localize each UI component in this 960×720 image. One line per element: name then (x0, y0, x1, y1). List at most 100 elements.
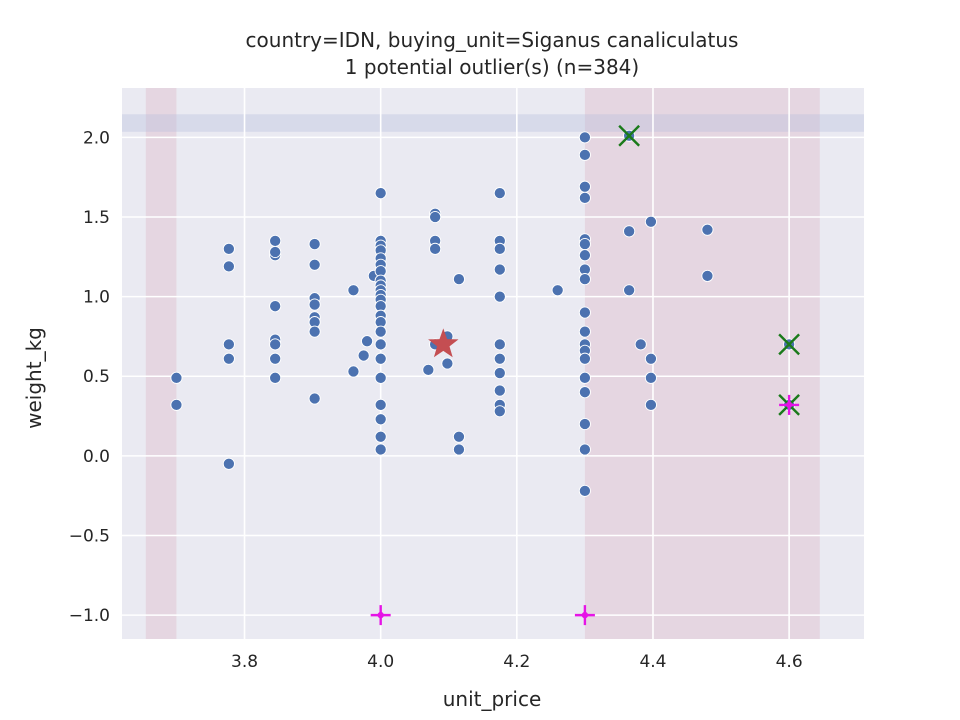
data-point (441, 357, 454, 370)
horizontal-band (122, 114, 864, 132)
y-tick-label: 0.5 (83, 367, 110, 387)
outlier-markers (370, 124, 800, 626)
y-tick-labels: −1.0 −0.5 0.0 0.5 1.0 1.5 2.0 (69, 128, 110, 626)
data-point (269, 338, 282, 351)
data-point (374, 371, 387, 384)
data-point (269, 234, 282, 247)
data-point (374, 325, 387, 338)
data-point (701, 269, 714, 282)
data-point (493, 338, 506, 351)
data-point (422, 363, 435, 376)
data-point (578, 180, 591, 193)
data-point (578, 417, 591, 431)
data-point (374, 430, 387, 443)
y-tick-label: −1.0 (69, 606, 110, 626)
data-point (308, 392, 321, 405)
data-point (308, 258, 321, 271)
data-point (578, 148, 591, 161)
data-point (578, 386, 591, 399)
data-point (551, 284, 564, 297)
data-point (374, 352, 387, 365)
y-tick-label: 0.0 (83, 447, 110, 467)
data-point (308, 325, 321, 338)
data-point (269, 300, 282, 313)
data-point (429, 210, 442, 224)
x-axis-label: unit_price (443, 687, 542, 711)
data-point (269, 371, 282, 384)
data-point (644, 398, 657, 411)
data-point (374, 398, 387, 411)
data-point (170, 371, 183, 384)
y-axis-label: weight_kg (22, 327, 46, 429)
data-point (578, 352, 591, 365)
chart-title: country=IDN, buying_unit=Siganus canalic… (246, 28, 739, 52)
data-point (269, 245, 282, 259)
data-point (493, 187, 506, 200)
data-point (222, 260, 235, 273)
data-point (578, 443, 591, 456)
data-point (493, 242, 506, 255)
data-point (361, 335, 374, 348)
vertical-band (145, 88, 177, 639)
data-point (374, 338, 387, 351)
data-point (578, 306, 591, 319)
median-star-marker (428, 328, 459, 358)
data-point (493, 405, 506, 418)
data-point (308, 238, 321, 251)
data-point (493, 384, 506, 397)
data-point (578, 191, 591, 204)
data-point (578, 249, 591, 262)
plus-marker (779, 394, 800, 415)
x-tick-label: 4.2 (503, 652, 530, 672)
data-point (644, 215, 657, 228)
data-point (347, 365, 360, 378)
grid-lines (122, 88, 864, 639)
vertical-band (584, 88, 820, 639)
data-point (644, 371, 657, 384)
data-point (452, 443, 466, 456)
data-point (578, 273, 591, 286)
data-point (578, 484, 591, 497)
y-tick-label: 2.0 (83, 128, 110, 148)
x-tick-label: 3.8 (231, 652, 258, 672)
data-point (578, 371, 591, 384)
outlier-x-marker (618, 124, 640, 147)
plus-marker (574, 605, 595, 626)
data-point (452, 430, 466, 443)
highlight-bands (122, 88, 864, 639)
data-point (374, 443, 387, 456)
plus-marker (370, 605, 391, 626)
x-tick-label: 4.6 (776, 652, 803, 672)
data-point (222, 242, 235, 255)
data-point (429, 242, 442, 255)
data-point (493, 290, 506, 303)
y-tick-label: −0.5 (69, 526, 110, 546)
data-point (578, 325, 591, 338)
x-tick-labels: 3.8 4.0 4.2 4.4 4.6 (231, 652, 803, 672)
y-tick-label: 1.0 (83, 288, 110, 308)
data-point (623, 284, 636, 297)
data-point (493, 263, 506, 276)
data-points (170, 129, 796, 497)
data-point (357, 349, 370, 362)
data-point (222, 457, 235, 470)
data-point (374, 187, 387, 200)
data-point (452, 273, 466, 286)
outlier-x-marker (778, 333, 800, 356)
data-point (578, 238, 591, 251)
data-point (170, 398, 183, 411)
data-point (701, 223, 714, 236)
chart-subtitle: 1 potential outlier(s) (n=384) (345, 55, 639, 79)
data-point (374, 413, 387, 426)
data-point (347, 284, 360, 297)
data-point (623, 225, 636, 238)
data-point (222, 352, 235, 365)
data-point (493, 367, 506, 380)
y-tick-label: 1.5 (83, 208, 110, 228)
data-point (308, 298, 321, 311)
data-point (644, 352, 657, 365)
x-tick-label: 4.4 (639, 652, 666, 672)
plot-area (122, 88, 864, 639)
data-point (222, 338, 235, 351)
